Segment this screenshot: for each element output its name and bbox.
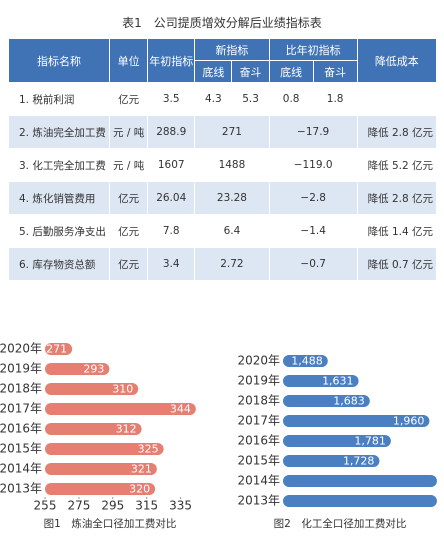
table-cell: 4. 炼化销管费用	[8, 181, 110, 215]
value-label: 344	[170, 403, 191, 416]
subheader-cell: 奋斗	[231, 60, 270, 83]
table-cell: 4.3	[194, 82, 233, 116]
x-tick-label: 275	[67, 499, 90, 513]
table: 指标名称 单位 年初指标 新指标 比年初指标 降低成本 底线 奋斗 底线 奋斗 …	[8, 38, 438, 281]
table-cell: −0.7	[268, 247, 358, 281]
value-label: 310	[112, 383, 133, 396]
bar	[45, 343, 73, 355]
table-cell: 降低 0.7 亿元	[356, 247, 438, 281]
header-cell: 年初指标	[147, 38, 196, 83]
y-tick-label: 2013年	[0, 482, 42, 496]
table-cell: 元 / 吨	[108, 148, 149, 182]
chart-caption: 图2 化工全口径加工费对比	[274, 517, 407, 530]
table-cell: 元 / 吨	[108, 115, 149, 149]
table-cell: 6.4	[194, 214, 270, 248]
table-cell: 3.4	[147, 247, 196, 281]
table-cell: 1488	[194, 148, 270, 182]
table-cell: 亿元	[108, 247, 149, 281]
value-label: 293	[83, 363, 104, 376]
bar	[45, 363, 110, 375]
bar	[283, 455, 380, 467]
table-cell: 3.5	[147, 82, 196, 116]
value-label: 1,683	[333, 395, 365, 408]
y-tick-label: 2018年	[237, 394, 280, 408]
bar	[45, 383, 139, 395]
bar	[45, 483, 156, 495]
bar	[283, 375, 359, 387]
header-cell: 新指标	[194, 38, 270, 61]
y-tick-label: 2014年	[0, 462, 42, 476]
table-cell: 3. 化工完全加工费	[8, 148, 110, 182]
y-tick-label: 2016年	[237, 434, 280, 448]
value-label: 1,728	[343, 455, 375, 468]
bar	[283, 495, 437, 507]
table-cell: 2. 炼油完全加工费	[8, 115, 110, 149]
value-label: 1,781	[354, 435, 386, 448]
bar	[45, 463, 157, 475]
table-cell: −119.0	[268, 148, 358, 182]
header-cell: 降低成本	[356, 38, 438, 83]
table-row: 1. 税前利润 亿元 3.5 4.3 5.3 0.8 1.8	[8, 82, 438, 116]
table-cell: 271	[194, 115, 270, 149]
table-cell: −2.8	[268, 181, 358, 215]
x-tick-label: 315	[135, 499, 158, 513]
chart-caption: 图1 炼油全口径加工费对比	[44, 517, 177, 530]
table-cell: 降低 1.4 亿元	[356, 214, 438, 248]
y-tick-label: 2016年	[0, 422, 42, 436]
table-cell: 亿元	[108, 181, 149, 215]
value-label: 271	[46, 343, 67, 356]
x-tick-label: 255	[34, 499, 57, 513]
table-cell: 2.72	[194, 247, 270, 281]
table-cell: 26.04	[147, 181, 196, 215]
y-tick-label: 2017年	[0, 402, 42, 416]
y-tick-label: 2020年	[0, 342, 42, 356]
y-tick-label: 2015年	[237, 454, 280, 468]
value-label: 1,960	[393, 415, 425, 428]
bar	[283, 355, 328, 367]
table-cell: 亿元	[108, 82, 149, 116]
table-cell: 23.28	[194, 181, 270, 215]
y-tick-label: 2014年	[237, 474, 280, 488]
x-tick-label: 335	[169, 499, 192, 513]
table-cell: 1607	[147, 148, 196, 182]
table-cell: 5. 后勤服务净支出	[8, 214, 110, 248]
table-cell: 1. 税前利润	[8, 82, 110, 116]
bar	[45, 443, 164, 455]
y-tick-label: 2015年	[0, 442, 42, 456]
value-label: 321	[131, 463, 152, 476]
value-label: 312	[116, 423, 137, 436]
y-tick-label: 2013年	[237, 494, 280, 508]
header-cell: 单位	[108, 38, 149, 83]
bar	[283, 475, 437, 487]
table-row: 6. 库存物资总额 亿元 3.4 2.72 −0.7 降低 0.7 亿元	[8, 247, 438, 281]
y-tick-label: 2018年	[0, 382, 42, 396]
subheader-cell: 底线	[268, 60, 314, 83]
y-tick-label: 2019年	[237, 374, 280, 388]
table-title: 表1 公司提质增效分解后业绩指标表	[122, 16, 322, 30]
bar	[45, 403, 196, 415]
y-tick-label: 2017年	[237, 414, 280, 428]
value-label: 320	[129, 483, 150, 496]
header-cell: 比年初指标	[268, 38, 358, 61]
x-tick-label: 295	[101, 499, 124, 513]
bar	[283, 435, 391, 447]
bar	[283, 415, 430, 427]
table-cell: 6. 库存物资总额	[8, 247, 110, 281]
bar	[45, 423, 142, 435]
value-label: 1,631	[322, 375, 354, 388]
subheader-cell: 奋斗	[312, 60, 358, 83]
table-row: 4. 炼化销管费用 亿元 26.04 23.28 −2.8 降低 2.8 亿元	[8, 181, 438, 215]
table-cell: 降低 5.2 亿元	[356, 148, 438, 182]
bar	[283, 395, 370, 407]
value-label: 325	[138, 443, 159, 456]
table-cell: 7.8	[147, 214, 196, 248]
y-tick-label: 2020年	[237, 354, 280, 368]
table-row: 2. 炼油完全加工费元 / 吨 288.9 271 −17.9 降低 2.8 亿元	[8, 115, 438, 149]
table-row: 3. 化工完全加工费元 / 吨 1607 1488 −119.0 降低 5.2 亿元	[8, 148, 438, 182]
y-tick-label: 2019年	[0, 362, 42, 376]
subheader-cell: 底线	[194, 60, 233, 83]
value-label: 1,488	[291, 355, 323, 368]
